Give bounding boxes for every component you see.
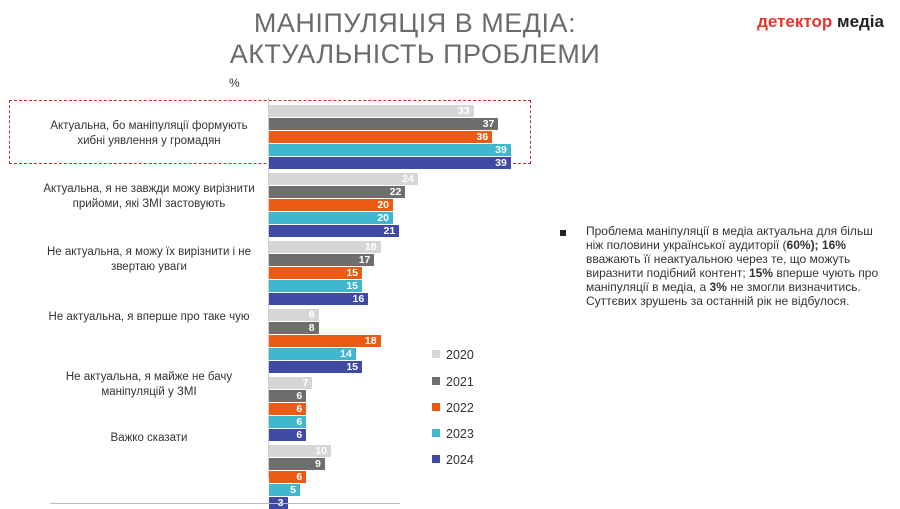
bar-2021 — [269, 254, 375, 266]
legend-swatch — [432, 455, 440, 463]
bar-value-label: 6 — [296, 471, 303, 483]
title-line-1: МАНІПУЛЯЦІЯ В МЕДІА: — [253, 8, 577, 38]
bar-value-label: 18 — [364, 241, 377, 253]
bar-value-label: 6 — [296, 429, 303, 441]
bar-2022 — [269, 131, 493, 143]
logo-part-2: медіа — [832, 12, 884, 31]
bar-value-label: 10 — [315, 445, 327, 457]
category-label: Не актуальна, я вперше про таке чую — [48, 311, 250, 323]
category-label: Не актуальна, я майже не бачу маніпуляці… — [65, 371, 233, 398]
bar-2020 — [269, 105, 474, 117]
bar-2021 — [269, 458, 325, 470]
legend-item-2023: 2023 — [432, 427, 474, 441]
bar-value-label: 6 — [296, 390, 303, 402]
bar-value-label: 18 — [364, 335, 377, 347]
bar-value-label: 6 — [296, 416, 303, 428]
bar-2021 — [269, 186, 406, 198]
bar-2023 — [269, 212, 393, 224]
title-line-2: АКТУАЛЬНІСТЬ ПРОБЛЕМИ — [229, 39, 601, 69]
category-axis — [268, 98, 269, 478]
legend-label: 2023 — [446, 427, 474, 441]
bar-2021 — [269, 390, 307, 402]
bar-value-label: 39 — [495, 144, 507, 156]
brand-logo: детектор медіа — [757, 12, 884, 32]
unit-label: % — [229, 76, 240, 90]
bar-2020 — [269, 445, 331, 457]
bar-2024 — [269, 225, 400, 237]
bullet-icon — [560, 230, 566, 236]
note-text-1: Проблема маніпуляції в медіа актуальна д… — [586, 224, 873, 252]
bar-value-label: 8 — [308, 322, 315, 334]
note-bold-1: 60%); 16% — [786, 238, 846, 252]
bar-2024 — [269, 361, 362, 373]
bar-value-label: 7 — [302, 377, 309, 389]
footer-divider — [50, 503, 400, 504]
bar-2022 — [269, 335, 381, 347]
bar-2022 — [269, 267, 362, 279]
bar-2021 — [269, 118, 499, 130]
bar-value-label: 17 — [358, 254, 371, 266]
category-label: Актуальна, я не завжди можу вирізнити пр… — [43, 183, 255, 210]
bar-value-label: 36 — [476, 131, 489, 143]
legend-swatch — [432, 429, 440, 437]
legend-label: 2024 — [446, 453, 474, 467]
bar-2020 — [269, 241, 381, 253]
bar-2022 — [269, 471, 307, 483]
bar-2021 — [269, 322, 319, 334]
logo-part-1: детектор — [757, 12, 833, 31]
legend-label: 2022 — [446, 401, 474, 415]
page-title: МАНІПУЛЯЦІЯ В МЕДІА: АКТУАЛЬНІСТЬ ПРОБЛЕ… — [220, 8, 610, 70]
category-label: Не актуальна, я можу їх вирізнити і не з… — [46, 246, 252, 273]
note-text-3: вперше чують про маніпуляції в медіа, а — [586, 266, 879, 294]
bar-value-label: 37 — [482, 118, 495, 130]
legend-item-2022: 2022 — [432, 401, 474, 415]
bar-value-label: 15 — [346, 361, 358, 373]
bar-2020 — [269, 377, 313, 389]
bar-2024 — [269, 293, 369, 305]
note-bold-2: 15% — [748, 266, 774, 280]
category-label: Актуальна, бо маніпуляції формують хибні… — [50, 120, 248, 147]
legend-label: 2020 — [446, 348, 474, 362]
bar-value-label: 20 — [377, 199, 389, 211]
bar-value-label: 15 — [346, 280, 358, 292]
bar-value-label: 16 — [352, 293, 365, 305]
bar-value-label: 9 — [314, 458, 321, 470]
bar-2022 — [269, 199, 393, 211]
legend-label: 2021 — [446, 375, 474, 389]
bar-2024 — [269, 157, 511, 169]
bar-2020 — [269, 309, 319, 321]
bar-2023 — [269, 348, 356, 360]
note-bold-3: 3% — [709, 280, 727, 294]
bar-value-label: 14 — [340, 348, 352, 360]
bar-value-label: 21 — [383, 225, 396, 237]
bar-2023 — [269, 416, 307, 428]
note-text-4: не змогли визначитись. Суттєвих зрушень … — [586, 280, 861, 308]
bar-2022 — [269, 403, 307, 415]
legend-swatch — [432, 350, 440, 358]
legend-item-2024: 2024 — [432, 453, 474, 467]
bar-2020 — [269, 173, 418, 185]
bar-value-label: 22 — [389, 186, 402, 198]
bar-value-label: 24 — [402, 173, 414, 185]
bar-value-label: 20 — [377, 212, 389, 224]
bar-2024 — [269, 429, 307, 441]
bar-value-label: 6 — [296, 403, 303, 415]
bar-value-label: 15 — [346, 267, 358, 279]
bar-value-label: 33 — [457, 105, 470, 117]
note-text-2: вважають її неактуальною через те, що мо… — [586, 252, 851, 280]
legend-item-2020: 2020 — [432, 348, 474, 362]
legend-swatch — [432, 403, 440, 411]
bar-2023 — [269, 144, 511, 156]
legend-item-2021: 2021 — [432, 375, 474, 389]
legend-swatch — [432, 377, 440, 385]
summary-note: Проблема маніпуляції в медіа актуальна д… — [586, 224, 886, 308]
bar-2023 — [269, 280, 362, 292]
bar-2023 — [269, 484, 300, 496]
bar-value-label: 39 — [495, 157, 507, 169]
category-label: Важко сказати — [110, 432, 188, 444]
bar-value-label: 8 — [308, 309, 315, 321]
bar-value-label: 5 — [290, 484, 296, 496]
